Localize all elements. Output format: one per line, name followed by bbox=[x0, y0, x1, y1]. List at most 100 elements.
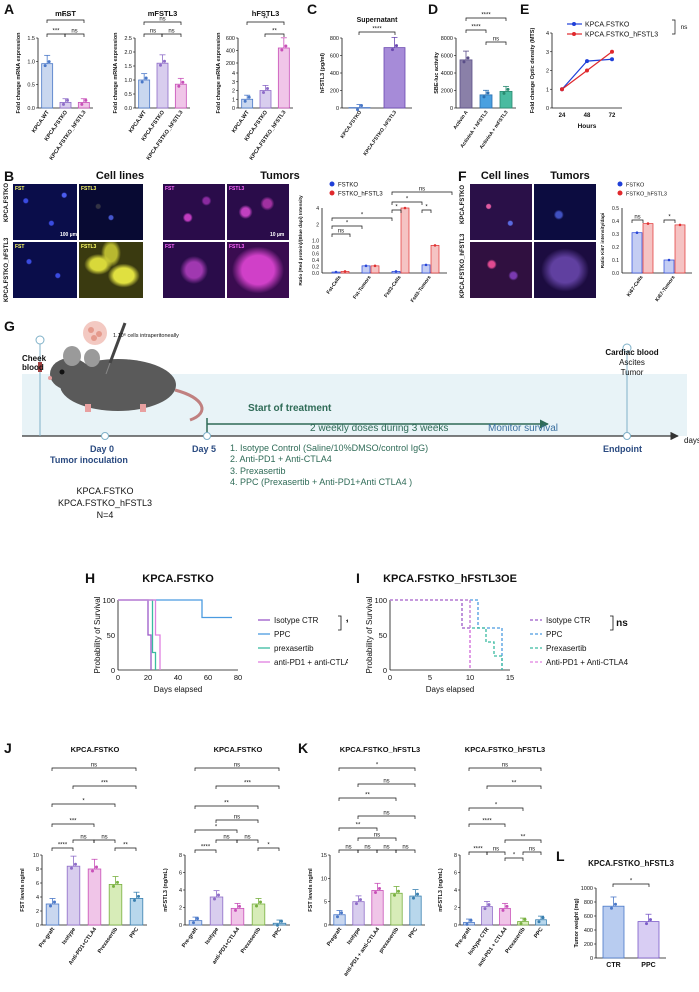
y-tick-label: 0 bbox=[111, 666, 115, 675]
bar bbox=[409, 895, 422, 926]
x-tick-label: 40 bbox=[174, 673, 182, 682]
b-fst-label-2: FST bbox=[15, 244, 25, 250]
y-tick-label: 4000 bbox=[441, 71, 453, 77]
g-groups: KPCA.FSTKO KPCA.FSTKO_hFSTL3 N=4 bbox=[40, 485, 170, 521]
endpoint-dot bbox=[623, 432, 631, 440]
y-tick-label: 8000 bbox=[441, 36, 453, 42]
data-point bbox=[466, 56, 470, 60]
panel-h-chart: KPCA.FSTKO 0 50 100 0 20 40 60 80 Days elapsed Pro… bbox=[93, 573, 348, 694]
data-point bbox=[374, 890, 377, 894]
data-point bbox=[356, 108, 359, 112]
data-point bbox=[523, 918, 527, 921]
category-label: Activin A bbox=[452, 109, 469, 130]
sig-bracket bbox=[610, 615, 614, 631]
j1-sig-8-line bbox=[51, 767, 137, 771]
k2-sig-9-label: ns bbox=[502, 763, 508, 769]
data-point bbox=[47, 60, 51, 64]
x-axis-label: Days elapsed bbox=[154, 685, 202, 694]
legend-label: Anti-PD1 + Anti-CTLA4 bbox=[546, 658, 629, 667]
legend-label: Prexasertib bbox=[546, 644, 587, 653]
bar bbox=[499, 90, 513, 109]
x-tick-label: 0 bbox=[388, 673, 392, 682]
category-label: Fst-Tumors bbox=[352, 275, 373, 301]
data-point bbox=[280, 919, 283, 923]
category-label: CTR bbox=[606, 962, 620, 969]
panel-l-chart: KPCA.FSTKO_hFSTL3 0 200 400 600 800 1000 CTR PPC… bbox=[574, 859, 674, 969]
b-sig-7-label: * bbox=[425, 205, 428, 211]
chart-title: KPCA.FSTKO bbox=[142, 573, 214, 585]
legend-label: FSTKO bbox=[626, 183, 645, 189]
data-point bbox=[433, 244, 437, 247]
data-point bbox=[159, 63, 162, 67]
panel-b-chart: 0.00.20.40.60.81.0 2 4 Ratio (Red protein)/… bbox=[298, 181, 453, 303]
k2-sig-5-line bbox=[504, 839, 542, 843]
bar bbox=[631, 232, 643, 274]
a1-sig-2-label: *** bbox=[52, 29, 60, 35]
bar bbox=[138, 79, 151, 109]
data-point bbox=[116, 880, 119, 884]
b-fst-cell-tile-2 bbox=[13, 242, 77, 298]
y-axis-label: FST levels ng/ml bbox=[308, 868, 314, 912]
y-tick-label: 8 bbox=[36, 867, 39, 873]
d-sig-3-label: ns bbox=[493, 37, 499, 43]
bar bbox=[108, 883, 123, 926]
bar bbox=[430, 245, 440, 274]
j2-sig-9-line bbox=[194, 767, 280, 771]
data-point bbox=[393, 893, 396, 897]
category-label: KPCA.FSTKO_hFSTL3 bbox=[362, 110, 398, 158]
k2-sig-4-label: ns bbox=[529, 847, 535, 853]
y-tick-label: 0.5 bbox=[27, 83, 35, 89]
g-treatment-list: 1. Isotype Control (Saline/10%DMSO/contr… bbox=[230, 443, 428, 488]
b-sig-5-line bbox=[391, 201, 423, 205]
bar bbox=[230, 907, 245, 926]
y-tick-label: 0.2 bbox=[612, 245, 619, 251]
g-day0: Day 0 bbox=[90, 444, 115, 454]
data-point bbox=[336, 915, 339, 919]
data-point bbox=[192, 921, 195, 925]
survival-curve bbox=[118, 599, 232, 619]
bar bbox=[642, 223, 654, 274]
data-point bbox=[266, 87, 269, 90]
bar bbox=[383, 47, 406, 109]
bar bbox=[400, 207, 410, 274]
data-point bbox=[91, 869, 94, 873]
k1-sig-4-label: ns bbox=[402, 845, 408, 851]
panel-i-chart: KPCA.FSTKO_hFSTL3OE 0 50 100 0 5 10 15 Days elap… bbox=[365, 573, 629, 694]
g-tumor: Tumor bbox=[620, 368, 644, 377]
bar bbox=[87, 868, 102, 926]
k2-sig-8-label: ** bbox=[512, 781, 517, 787]
category-label: Fstl3-Cells bbox=[383, 275, 403, 299]
g-endpoint: Endpoint bbox=[603, 444, 642, 454]
y-tick-label: 6 bbox=[179, 871, 182, 877]
y-tick-label: 600 bbox=[330, 54, 339, 60]
k1-sig-5-label: ns bbox=[374, 833, 380, 839]
category-label: KPCA.FSTKO bbox=[340, 110, 364, 140]
d-sig-2-label: **** bbox=[471, 25, 481, 31]
j1-sig-1-line bbox=[51, 847, 74, 851]
k1-sig-2-label: ns bbox=[364, 845, 370, 851]
data-point bbox=[378, 886, 381, 890]
f-cell-tile-1 bbox=[470, 184, 532, 240]
y-tick-label: 100 bbox=[374, 596, 387, 605]
j2-sig-6-label: ns bbox=[234, 815, 240, 821]
y-tick-label: 0 bbox=[36, 923, 39, 929]
f-tumor-tile-2 bbox=[534, 242, 596, 298]
bar bbox=[45, 903, 60, 926]
data-point bbox=[95, 865, 98, 869]
y-tick-label: 6000 bbox=[441, 54, 453, 60]
a3-sig-2-line bbox=[264, 33, 285, 37]
legend-label: Isotype CTR bbox=[274, 616, 319, 625]
data-point bbox=[502, 91, 506, 95]
y-tick-label: 15 bbox=[321, 853, 327, 859]
category-label: PPC bbox=[641, 962, 655, 969]
c-sig-label: **** bbox=[372, 27, 382, 33]
y-tick-label: 0 bbox=[454, 923, 457, 929]
j1-sig-5-label: *** bbox=[69, 819, 77, 825]
panel-letter-i: I bbox=[356, 570, 360, 586]
y-tick-label: 50 bbox=[107, 631, 115, 640]
b-tumors-title: Tumors bbox=[260, 170, 300, 182]
data-point bbox=[217, 893, 220, 897]
g-treatment-1: 1. Isotype Control (Saline/10%DMSO/contr… bbox=[230, 443, 429, 453]
panel-letter-c: C bbox=[307, 1, 318, 17]
y-tick-label: 0.2 bbox=[312, 265, 319, 271]
